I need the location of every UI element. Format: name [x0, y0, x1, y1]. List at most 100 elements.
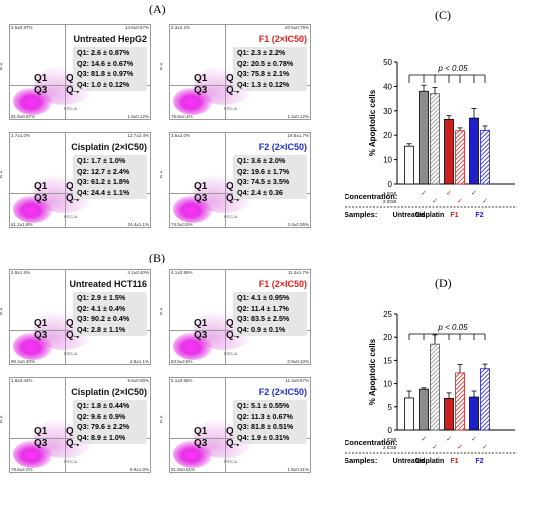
flow-panel-title: F2 (2×IC50) [258, 387, 307, 397]
quadrant-stat: Q2: 11.3 ± 0.67% [237, 411, 293, 421]
corner-value-bl: 75.8±2.1% [171, 114, 193, 119]
cell-cluster [173, 440, 213, 468]
quadrant-stat: Q4: 2.4 ± 0.36 [237, 187, 283, 197]
flow-x-axis-label: FITC-A [224, 351, 237, 356]
corner-value-tl: 1.8±0.44% [11, 378, 33, 383]
bar-chart-hct116: 0 5 10 15 20 25 % Apoptotic cells p < 0.05 Conce… [345, 310, 517, 465]
quadrant-label-q2: Q2 [226, 318, 239, 329]
flow-panel: 4.1±0.95% 11.4±1.7% 83.5±2.5% 0.9±0.10% Q1 Q2… [158, 263, 313, 369]
y-tick-label: 40 [383, 82, 392, 91]
quadrant-label-q4: Q4 [66, 330, 80, 341]
flow-x-axis-label: FITC-A [224, 106, 237, 111]
corner-value-bl: 61.2±1.8% [11, 222, 33, 227]
quadrant-stat: Q1: 5.1 ± 0.55% [237, 401, 290, 410]
flow-x-axis-label: FITC-A [64, 214, 77, 219]
category-label: Untreated [393, 458, 426, 465]
quadrant-label-q4: Q4 [66, 193, 80, 204]
quadrant-stat: Q4: 1.3 ± 0.12% [237, 79, 290, 89]
quadrant-stat: Q2: 4.1 ± 0.4% [77, 303, 126, 313]
quadrant-label-q3: Q3 [34, 438, 48, 449]
bar [469, 117, 479, 185]
corner-value-br: 2.4±0.36% [287, 222, 310, 227]
quadrant-label-q3: Q3 [34, 193, 48, 204]
panel-label-c: (C) [435, 8, 451, 22]
quadrant-stat: Q1: 2.3 ± 2.2% [237, 48, 286, 57]
cell-cluster [13, 87, 53, 115]
check-icon: ✓ [432, 197, 438, 205]
category-label: Cisplatin [415, 458, 445, 465]
quadrant-stat: Q1: 4.1 ± 0.95% [237, 293, 290, 302]
quadrant-stats-box: Q1: 5.1 ± 0.55% Q2: 11.3 ± 0.67% Q3: 81.8 … [233, 400, 307, 444]
category-label: Cisplatin [415, 212, 445, 219]
dose-label-2: 2 IC50 [383, 445, 397, 450]
quadrant-label-q2: Q2 [66, 318, 79, 329]
quadrant-vline [65, 378, 66, 472]
corner-value-tl: 1.7±1.0% [11, 133, 30, 138]
quadrant-stat: Q2: 19.6 ± 1.7% [237, 166, 290, 176]
quadrant-stat: Q1: 2.6 ± 0.87% [77, 48, 130, 57]
flow-panel: 1.7±1.0%12.7±2.4%61.2±1.8%24.4±1.1%Q1Q2Q… [0, 126, 153, 232]
quadrant-label-q2: Q2 [66, 426, 79, 437]
quadrant-label-q2: Q2 [226, 426, 239, 437]
quadrant-stat: Q3: 74.5 ± 3.5% [237, 177, 290, 186]
y-tick-label: 5 [388, 403, 393, 412]
corner-value-br: 1.0±0.12% [127, 114, 150, 119]
quadrant-label-q4: Q4 [226, 330, 240, 341]
y-axis-label: % Apoptotic cells [368, 338, 377, 405]
flow-y-axis-label: PI-A [158, 170, 164, 179]
flow-panel-title: F2 (2×IC50) [258, 142, 307, 152]
bar-chart-hepg2: 0 10 20 30 40 50 % Apoptotic cells p < 0.05 Conc… [345, 58, 517, 219]
flow-x-axis-label: FITC-A [224, 214, 237, 219]
quadrant-stat: Q2: 12.7 ± 2.4% [77, 166, 130, 176]
check-icon: ✓ [457, 443, 463, 451]
flow-y-axis-label: PI-A [158, 307, 164, 316]
quadrant-stats-box: Q1: 1.8 ± 0.44% Q2: 9.6 ± 0.9% Q3: 79.6 ± … [73, 400, 147, 444]
corner-value-br: 1.9±0.31% [287, 467, 310, 472]
corner-value-br: 8.9±1.0% [130, 467, 149, 472]
quadrant-label-q3: Q3 [194, 193, 208, 204]
y-tick-label: 30 [383, 107, 392, 116]
quadrant-label-q4: Q4 [66, 85, 80, 96]
bar [480, 368, 490, 431]
y-tick-label: 20 [383, 131, 392, 140]
flow-panel: 5.1±0.55% 11.3±0.67% 81.8±0.51% 1.9±0.31% Q1… [158, 371, 313, 477]
flow-x-axis-label: FITC-A [64, 106, 77, 111]
y-tick-label: 0 [388, 426, 393, 435]
bar [480, 129, 490, 185]
concentration-label: Concentration: [345, 438, 397, 447]
corner-value-br: 1.3±0.12% [287, 114, 310, 119]
quadrant-stat: Q2: 9.6 ± 0.9% [77, 411, 126, 421]
significance-label: p < 0.05 [437, 323, 468, 332]
flow-y-axis-label: PI-A [0, 62, 4, 71]
corner-value-tr: 20.5±0.78% [285, 25, 309, 30]
quadrant-label-q2: Q2 [66, 73, 79, 84]
quadrant-vline [65, 25, 66, 119]
bar [430, 93, 440, 185]
corner-value-bl: 83.5±2.5% [171, 359, 193, 364]
quadrant-label-q4: Q4 [226, 85, 240, 96]
corner-value-tr: 12.7±2.4% [127, 133, 150, 138]
corner-value-br: 0.9±0.10% [287, 359, 310, 364]
flow-panel-title: F1 (2×IC50) [258, 279, 307, 289]
quadrant-label-q1: Q1 [194, 318, 208, 329]
quadrant-stats-box: Q1: 2.3 ± 2.2% Q2: 20.5 ± 0.78% Q3: 75.8 ±… [233, 47, 307, 91]
quadrant-stat: Q4: 1.0 ± 0.12% [77, 79, 130, 89]
quadrant-stat: Q1: 3.6 ± 2.0% [237, 156, 286, 165]
quadrant-stats-box: Q1: 2.6 ± 0.87% Q2: 14.6 ± 0.67% Q3: 81.8 … [73, 47, 147, 91]
quadrant-vline [225, 133, 226, 227]
quadrant-label-q2: Q2 [226, 73, 239, 84]
flow-y-axis-label: PI-A [0, 170, 4, 179]
corner-value-bl: 90.2±0.40% [11, 359, 35, 364]
dose-label-1: 1 IC50 [383, 191, 397, 196]
category-label: F1 [450, 212, 458, 219]
category-label: Untreated [393, 212, 426, 219]
flow-y-axis-label: PI-A [0, 415, 4, 424]
flow-panel-title: Untreated HCT116 [69, 279, 147, 289]
check-icon: ✓ [471, 189, 477, 197]
corner-value-tl: 4.1±0.95% [171, 270, 193, 275]
corner-value-tr: 11.3±0.67% [285, 378, 309, 383]
quadrant-vline [65, 270, 66, 364]
cell-cluster [13, 440, 53, 468]
quadrant-stat: Q1: 1.8 ± 0.44% [77, 401, 130, 410]
flow-panel-title: Cisplatin (2×IC50) [71, 387, 147, 397]
